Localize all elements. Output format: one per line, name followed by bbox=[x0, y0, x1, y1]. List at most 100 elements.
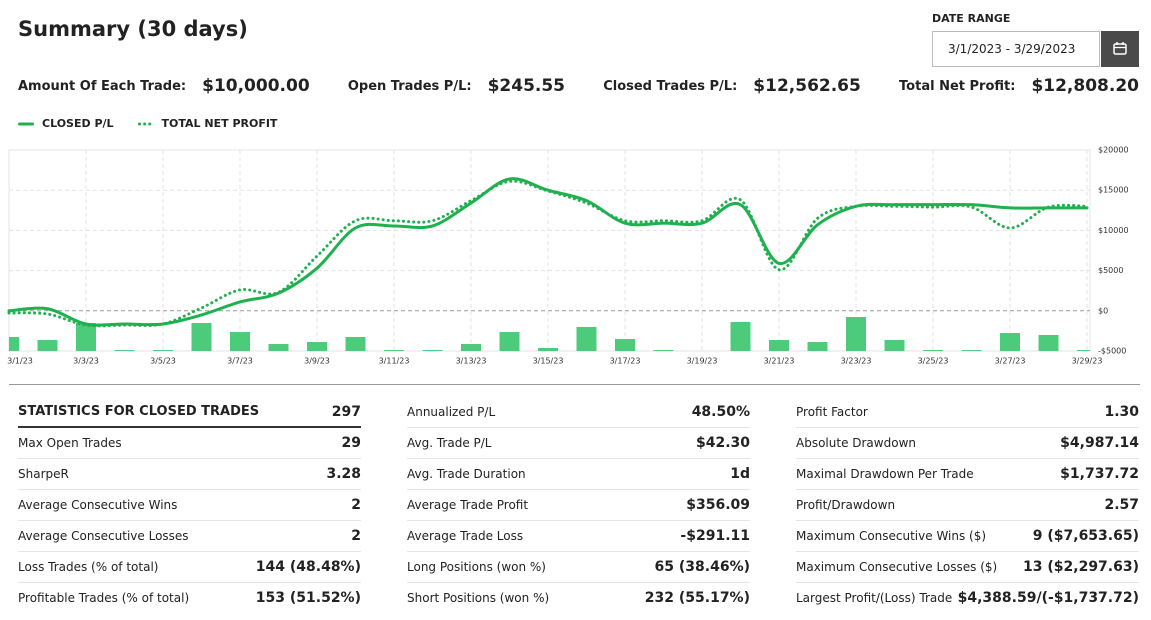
stat-value: 144 (48.48%) bbox=[255, 559, 361, 575]
x-tick-label: 3/7/23 bbox=[227, 357, 253, 366]
x-tick-label: 3/23/23 bbox=[841, 357, 872, 366]
legend-label: CLOSED P/L bbox=[42, 117, 114, 130]
stat-label: Average Consecutive Losses bbox=[18, 529, 189, 543]
date-range-input[interactable]: 3/1/2023 - 3/29/2023 bbox=[932, 31, 1100, 67]
bar bbox=[76, 323, 96, 351]
summary-label: Closed Trades P/L: bbox=[603, 78, 738, 94]
summary-label: Total Net Profit: bbox=[899, 78, 1016, 94]
line-series bbox=[7, 177, 1089, 327]
bar bbox=[615, 339, 635, 351]
bar bbox=[961, 350, 982, 351]
stat-label: Short Positions (won %) bbox=[407, 591, 550, 605]
stat-value: 2.57 bbox=[1104, 497, 1139, 513]
stat-label: Average Trade Profit bbox=[407, 498, 529, 512]
stat-row: Average Trade Profit $356.09 bbox=[407, 490, 750, 521]
summary-value: $12,562.65 bbox=[753, 76, 861, 96]
bar bbox=[923, 350, 943, 351]
x-tick-label: 3/11/23 bbox=[379, 357, 410, 366]
calendar-icon bbox=[1113, 42, 1127, 55]
stat-row: Average Consecutive Losses 2 bbox=[18, 521, 361, 552]
legend-label: TOTAL NET PROFIT bbox=[161, 117, 278, 130]
stat-value: 153 (51.52%) bbox=[255, 590, 361, 606]
stat-label: Maximum Consecutive Wins ($) bbox=[796, 529, 987, 543]
stat-row: Average Trade Loss -$291.11 bbox=[407, 521, 750, 552]
stat-value: $4,388.59/(-$1,737.72) bbox=[957, 590, 1139, 606]
stat-row: Absolute Drawdown $4,987.14 bbox=[796, 428, 1139, 459]
bar bbox=[345, 337, 366, 351]
line-series bbox=[7, 179, 1089, 328]
bar bbox=[384, 350, 404, 351]
summary-label: Open Trades P/L: bbox=[347, 78, 472, 94]
bar bbox=[846, 316, 866, 351]
stat-row: Maximal Drawdown Per Trade $1,737.72 bbox=[796, 459, 1139, 490]
summary-value: $12,808.20 bbox=[1031, 76, 1139, 96]
stat-label: Profitable Trades (% of total) bbox=[18, 591, 190, 605]
y-tick-label: $15000 bbox=[1098, 186, 1129, 195]
summary-value: $10,000.00 bbox=[202, 76, 310, 96]
stat-value: 9 ($7,653.65) bbox=[1032, 528, 1139, 544]
stat-label: SharpeR bbox=[18, 467, 69, 481]
legend-item: CLOSED P/L bbox=[18, 117, 114, 130]
legend-swatch bbox=[18, 122, 34, 125]
stat-value: 1.30 bbox=[1104, 404, 1139, 420]
stat-value: 2 bbox=[351, 528, 361, 544]
bar bbox=[461, 344, 481, 351]
y-tick-label: -$5000 bbox=[1098, 347, 1126, 356]
calendar-button[interactable] bbox=[1101, 31, 1139, 67]
bar bbox=[422, 350, 443, 351]
bar bbox=[807, 341, 828, 351]
stat-value: $356.09 bbox=[686, 497, 750, 513]
bar bbox=[153, 350, 173, 351]
stat-row: Maximum Consecutive Losses ($) 13 ($2,297… bbox=[796, 552, 1139, 583]
bar bbox=[499, 332, 520, 351]
x-tick-label: 3/21/23 bbox=[764, 357, 795, 366]
stat-row: Profit/Drawdown 2.57 bbox=[796, 490, 1139, 521]
stat-value: 3.28 bbox=[326, 466, 361, 482]
stat-value: 65 (38.46%) bbox=[654, 559, 750, 575]
stat-label: Max Open Trades bbox=[18, 436, 122, 450]
stat-label: Average Trade Loss bbox=[407, 529, 524, 543]
bar bbox=[230, 332, 250, 351]
legend-swatch bbox=[137, 122, 154, 125]
summary-row: Amount Of Each Trade: $10,000.00 Open Trad… bbox=[18, 76, 1139, 96]
stat-row: Short Positions (won %) 232 (55.17%) bbox=[407, 583, 750, 613]
stat-row: Average Consecutive Wins 2 bbox=[18, 490, 361, 521]
summary-label: Amount Of Each Trade: bbox=[18, 78, 187, 94]
x-tick-label: 3/15/23 bbox=[533, 357, 564, 366]
y-tick-label: $20000 bbox=[1098, 146, 1129, 155]
bar bbox=[37, 339, 58, 351]
bar bbox=[114, 350, 135, 351]
x-tick-label: 3/13/23 bbox=[456, 357, 487, 366]
stat-value: 48.50% bbox=[691, 404, 750, 420]
bar bbox=[1077, 350, 1090, 351]
bar bbox=[576, 326, 597, 351]
y-tick-label: $0 bbox=[1098, 306, 1108, 315]
stat-value: 13 ($2,297.63) bbox=[1023, 559, 1139, 575]
bar bbox=[191, 323, 212, 351]
stat-label: Average Consecutive Wins bbox=[18, 498, 178, 512]
stats-column: Annualized P/L 48.50% Avg. Trade P/L $42.30… bbox=[407, 397, 750, 613]
x-tick-label: 3/19/23 bbox=[687, 357, 718, 366]
stat-value: 2 bbox=[351, 497, 361, 513]
bar bbox=[884, 339, 905, 351]
stat-row: Avg. Trade Duration 1d bbox=[407, 459, 750, 490]
date-range-label: DATE RANGE bbox=[932, 12, 1011, 25]
bar bbox=[307, 341, 327, 351]
stat-row: Loss Trades (% of total) 144 (48.48%) bbox=[18, 552, 361, 583]
stat-row: SharpeR 3.28 bbox=[18, 459, 361, 490]
stat-label: Loss Trades (% of total) bbox=[18, 560, 159, 574]
stat-label: Profit Factor bbox=[796, 405, 868, 419]
x-tick-label: 3/5/23 bbox=[150, 357, 176, 366]
summary-value: $245.55 bbox=[487, 76, 566, 96]
stat-label: Largest Profit/(Loss) Trade bbox=[796, 591, 953, 605]
stat-value: -$291.11 bbox=[680, 528, 750, 544]
stat-label: Avg. Trade P/L bbox=[407, 436, 492, 450]
bar bbox=[1038, 335, 1059, 351]
x-tick-label: 3/17/23 bbox=[610, 357, 641, 366]
stat-value: $42.30 bbox=[695, 435, 750, 451]
legend-item: TOTAL NET PROFIT bbox=[137, 117, 278, 130]
bar bbox=[268, 344, 289, 351]
x-tick-label: 3/3/23 bbox=[73, 357, 99, 366]
y-tick-label: $10000 bbox=[1098, 226, 1129, 235]
